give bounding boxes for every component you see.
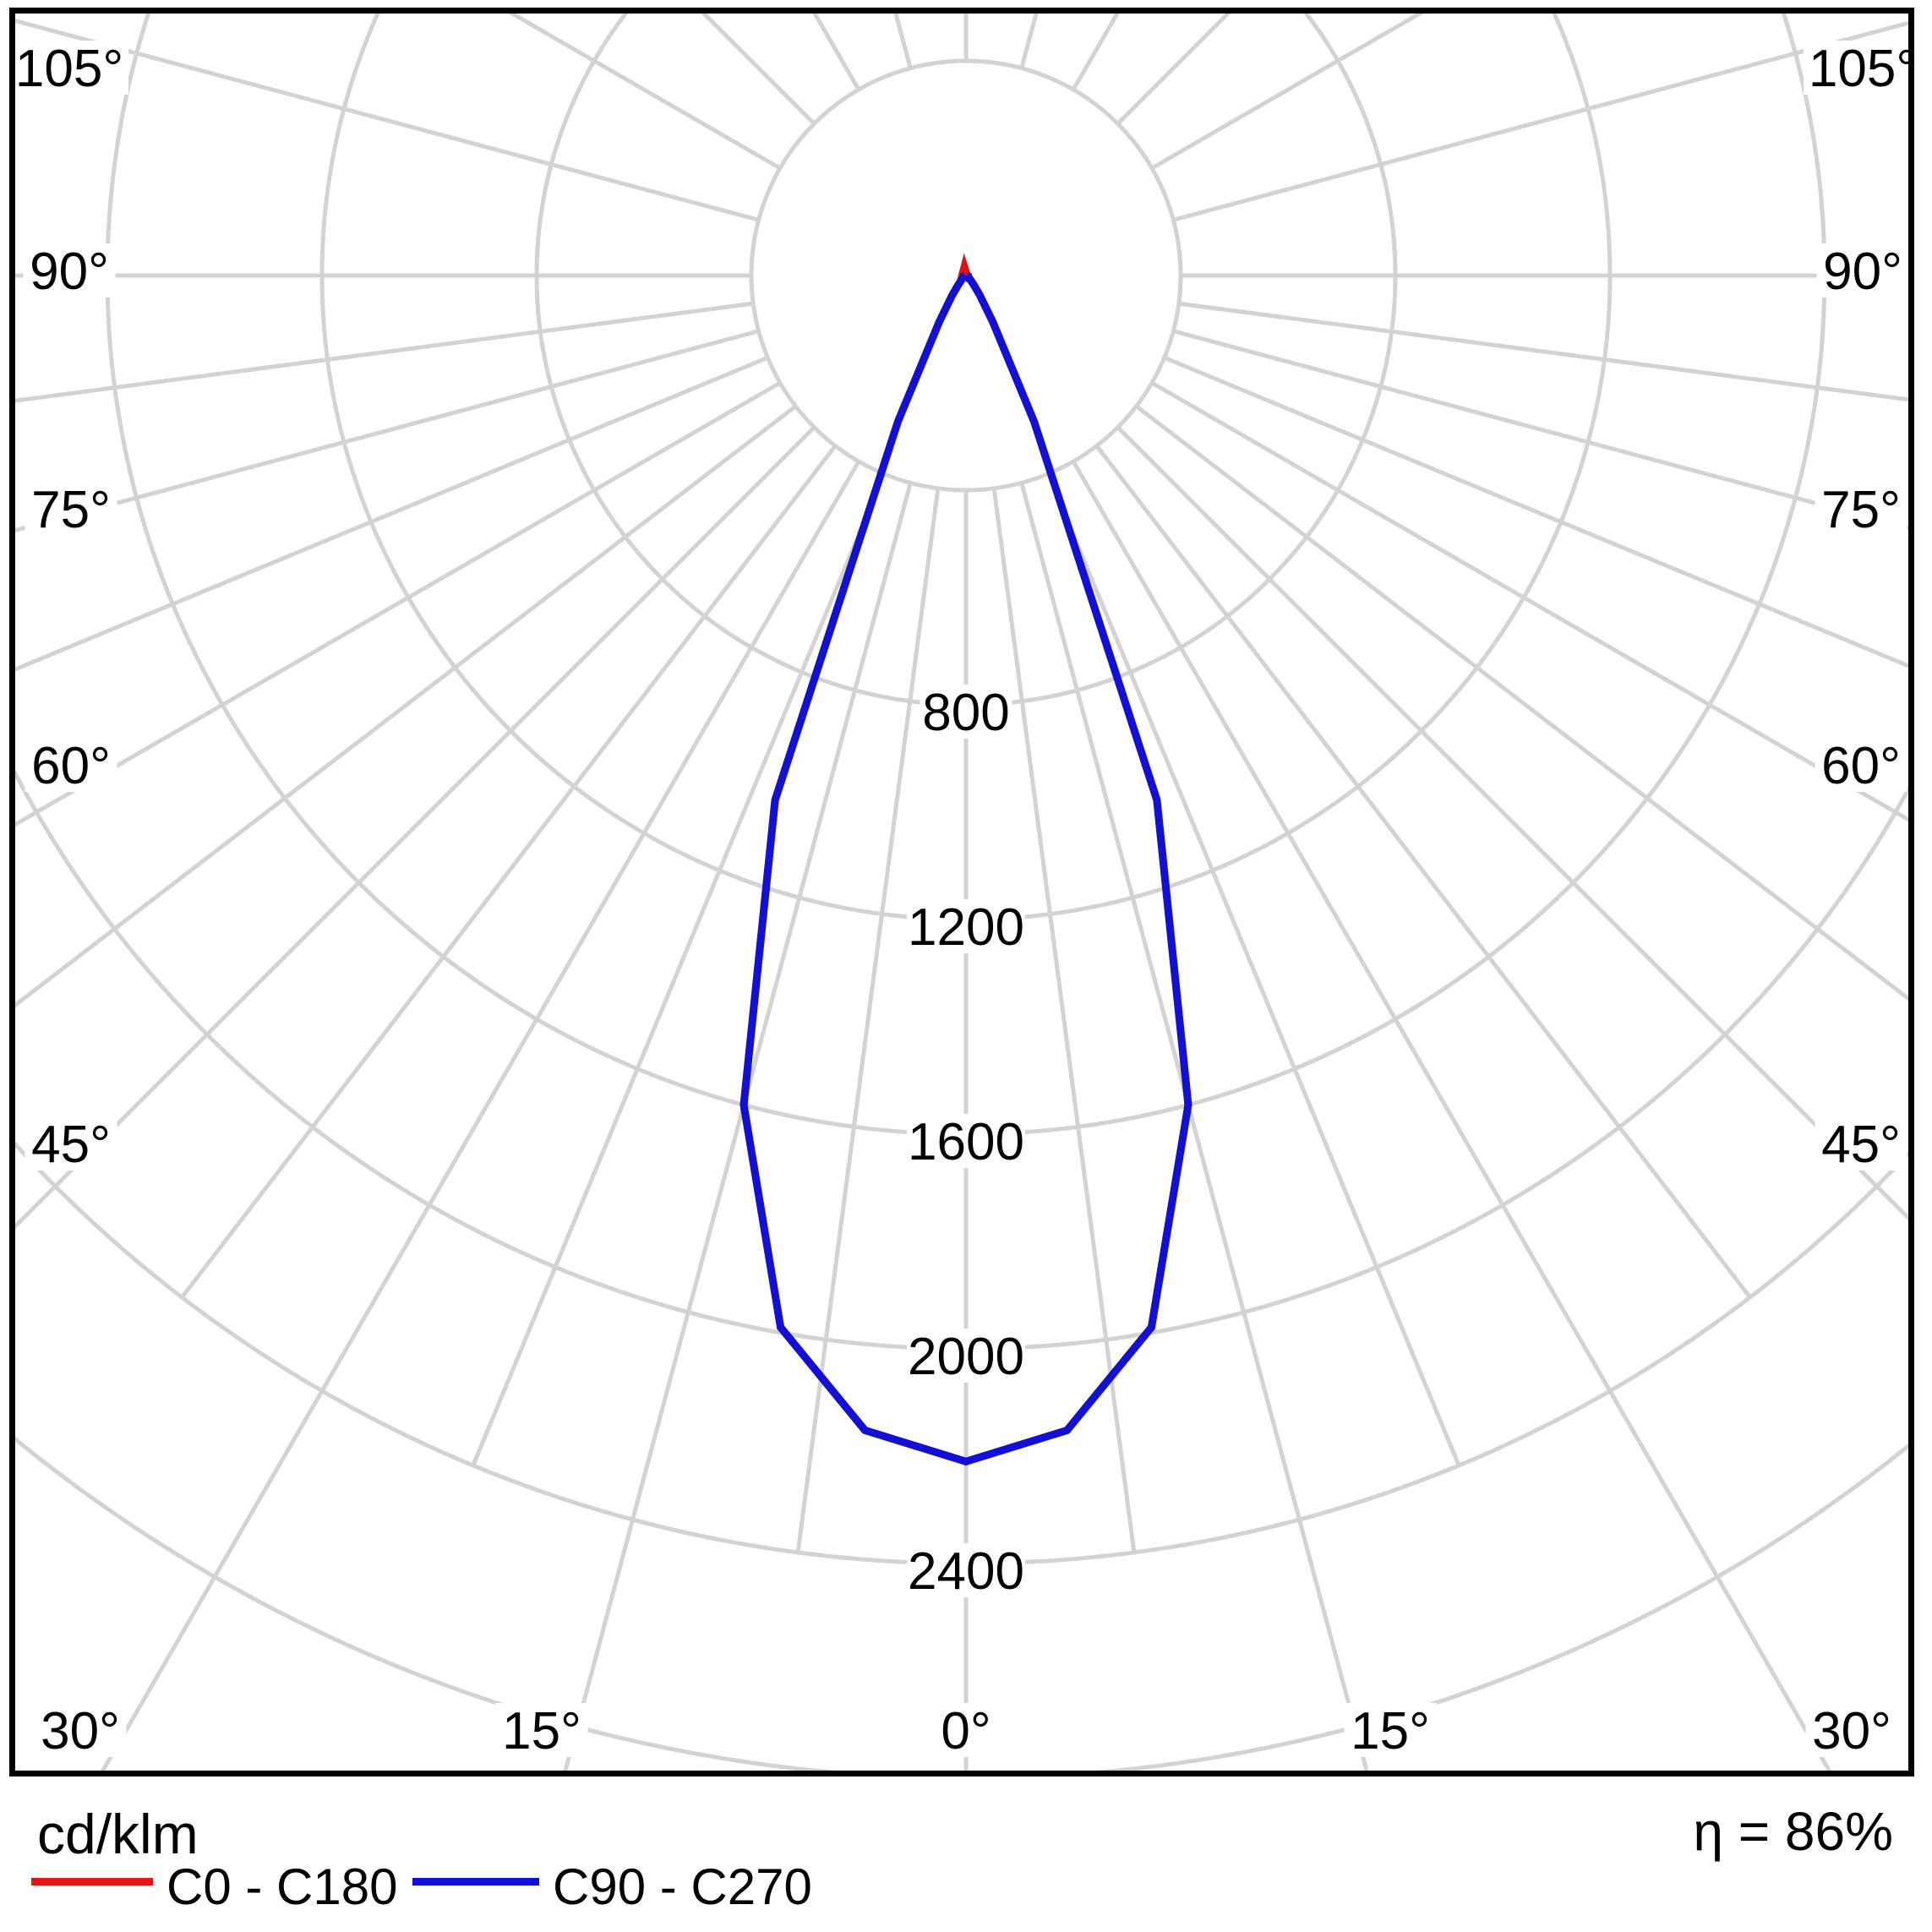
angle-label-left: 105° xyxy=(15,40,123,98)
grid-line xyxy=(100,460,861,1771)
intensity-curves xyxy=(740,253,1192,1466)
angle-label-bottom-bg xyxy=(495,1703,588,1757)
angle-label-bottom: 15° xyxy=(502,1702,581,1760)
angle-label-right: 45° xyxy=(1821,1116,1901,1174)
angle-label-bottom-bg xyxy=(1805,1703,1898,1757)
grid-line xyxy=(471,472,887,1466)
angle-label-right-bg xyxy=(1815,482,1907,536)
grid-line xyxy=(15,404,798,1008)
grid-line xyxy=(1172,20,1908,222)
radial-tick-label: 2400 xyxy=(908,1542,1024,1601)
grid-line xyxy=(15,301,754,403)
grid-line xyxy=(15,329,760,533)
grid-line xyxy=(1172,329,1908,531)
grid-line xyxy=(15,18,760,222)
grid-line xyxy=(15,380,782,827)
grid-line xyxy=(1178,301,1908,402)
angle-label-bottom: 30° xyxy=(1812,1702,1891,1760)
radial-tick-label: 1600 xyxy=(908,1113,1024,1171)
unit-label: cd/klm xyxy=(37,1803,199,1865)
angle-label-bottom-bg xyxy=(933,1703,999,1757)
angle-label-bottom: 30° xyxy=(41,1702,120,1760)
angle-label-right-bg xyxy=(1815,738,1907,792)
angle-label-right: 105° xyxy=(1809,40,1917,98)
grid-line xyxy=(1163,355,1908,669)
radial-tick-label-bg xyxy=(907,1543,1025,1597)
grid-line xyxy=(1150,14,1424,171)
angle-label-left-bg xyxy=(23,243,116,297)
angle-label-right-bg xyxy=(1815,1116,1907,1171)
grid-line xyxy=(1150,380,1908,822)
legend-label-c0-c180: C0 - C180 xyxy=(166,1858,397,1915)
angle-label-right: 75° xyxy=(1821,481,1901,539)
angle-label-left: 90° xyxy=(30,243,109,301)
grid-line xyxy=(15,355,769,672)
radial-tick-label: 800 xyxy=(922,684,1009,742)
grid-line xyxy=(15,425,816,1230)
angle-label-left-bg xyxy=(10,41,128,95)
grid-line xyxy=(1045,472,1461,1466)
plot-border xyxy=(9,8,1914,1776)
angle-label-left-bg xyxy=(25,1116,117,1171)
grid-line xyxy=(508,14,782,171)
grid-line xyxy=(563,482,913,1771)
axis-labels: 800 1200 1600 2000 2400 105° 90° 75° 60° 45° 105° 9… xyxy=(10,40,1922,1760)
radial-tick-label-bg xyxy=(920,685,1012,739)
legend-line-c90-c270-icon xyxy=(412,1878,539,1886)
grid-line xyxy=(1116,425,1908,1221)
angle-label-bottom-bg xyxy=(1344,1703,1437,1757)
angle-label-left-bg xyxy=(25,482,117,536)
angle-label-right: 90° xyxy=(1823,243,1902,301)
radial-tick-label: 1200 xyxy=(908,898,1024,957)
angle-label-bottom: 0° xyxy=(941,1702,991,1760)
efficiency-label: η = 86% xyxy=(1693,1801,1893,1862)
grid-line xyxy=(1019,482,1369,1771)
angle-label-right: 60° xyxy=(1821,737,1901,795)
grid-line xyxy=(1134,404,1908,1001)
legend-label-c90-c270: C90 - C270 xyxy=(553,1858,812,1915)
angle-label-right-bg xyxy=(1816,243,1909,297)
legend-line-c0-c180-icon xyxy=(31,1878,153,1886)
grid-line xyxy=(1094,444,1752,1299)
curve-c90-c270 xyxy=(740,272,1192,1466)
radial-tick-label: 2000 xyxy=(908,1328,1024,1386)
angle-label-bottom-bg xyxy=(34,1703,127,1757)
legend: C0 - C180 C90 - C270 xyxy=(31,1858,812,1915)
radial-tick-label-bg xyxy=(907,1329,1025,1383)
radial-tick-label-bg xyxy=(907,899,1025,953)
angle-label-left-bg xyxy=(25,738,117,792)
radial-tick-label-bg xyxy=(907,1114,1025,1168)
angle-label-left: 60° xyxy=(31,737,111,795)
angle-label-left: 45° xyxy=(31,1116,111,1174)
angle-label-left: 75° xyxy=(31,481,111,539)
grid-line xyxy=(1071,460,1832,1771)
angle-label-right-bg xyxy=(1804,41,1922,95)
angle-label-bottom: 15° xyxy=(1351,1702,1430,1760)
grid-line xyxy=(180,444,838,1299)
